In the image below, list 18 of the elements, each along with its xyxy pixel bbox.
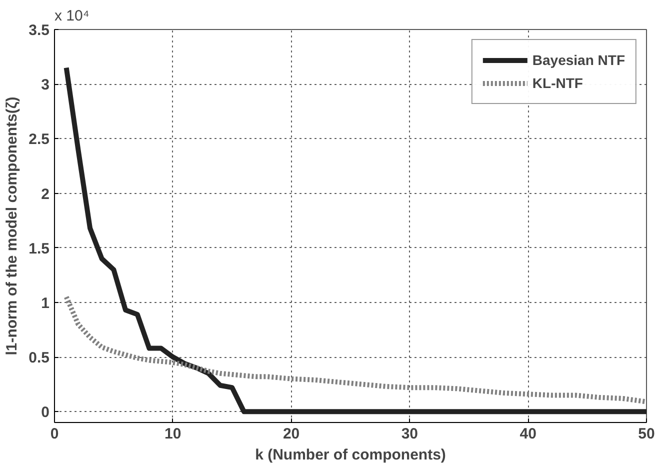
y-tick-label: 1 — [41, 294, 50, 312]
x-tick-label: 40 — [520, 426, 536, 442]
x-tick-label: 20 — [282, 426, 300, 442]
x-tick-label: 10 — [164, 426, 182, 442]
x-axis-title: k (Number of components) — [255, 446, 446, 464]
y-tick-label: 2.5 — [28, 131, 50, 148]
y-tick-label: 2 — [41, 186, 50, 203]
y-tick-label: 0 — [41, 404, 50, 422]
y-tick-label: 1.5 — [28, 240, 50, 258]
legend-label: Bayesian NTF — [532, 52, 625, 68]
y-tick-label: 3.5 — [28, 22, 50, 39]
legend-label: KL-NTF — [532, 75, 583, 91]
text: x 10⁴ — [54, 8, 90, 24]
x-tick-label: 30 — [401, 426, 418, 442]
y-tick-label: 0.5 — [28, 350, 50, 366]
y-tick-label: 3 — [41, 76, 50, 94]
y-axis-title: l1-norm of the model components(ζ) — [4, 96, 21, 356]
x-tick-label: 50 — [638, 426, 655, 442]
